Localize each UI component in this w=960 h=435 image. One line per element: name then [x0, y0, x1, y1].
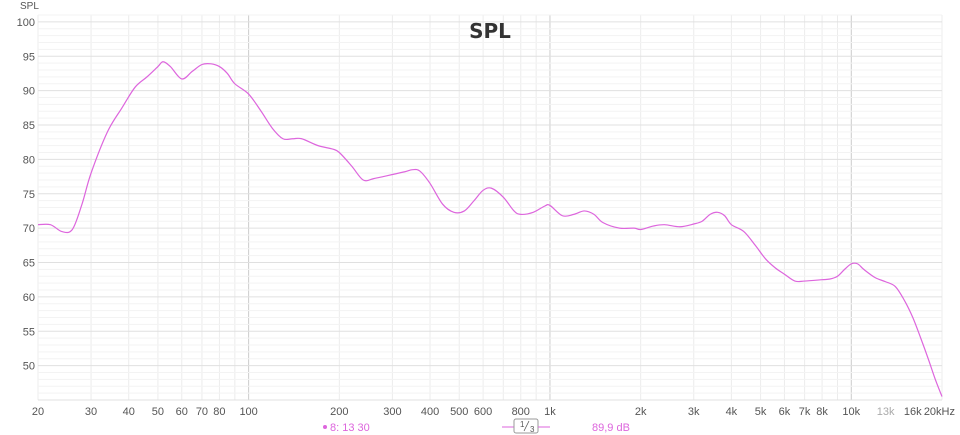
y-tick-label: 100: [17, 17, 35, 29]
x-tick-label: 3k: [688, 406, 700, 418]
y-tick-label: 85: [23, 120, 35, 132]
y-tick-label: 70: [23, 223, 35, 235]
x-tick-label: 10k: [842, 406, 860, 418]
x-tick-label: 800: [512, 406, 530, 418]
x-tick-label: 30: [85, 406, 97, 418]
x-tick-label: 16k: [904, 406, 922, 418]
grid-lines: [37, 14, 943, 401]
y-tick-label: 80: [23, 154, 35, 166]
x-tick-label: 8k: [816, 406, 828, 418]
x-tick-label: 200: [330, 406, 348, 418]
y-tick-label: 75: [23, 189, 35, 201]
x-tick-labels: 20 30 40 50 60 70 80 100 200 300 400 500 600 800 1k 2k 3…: [32, 406, 955, 418]
y-tick-label: 55: [23, 326, 35, 338]
x-tick-label: 4k: [726, 406, 738, 418]
x-tick-label: 100: [239, 406, 257, 418]
x-tick-label: 5k: [755, 406, 767, 418]
x-tick-label: 500: [450, 406, 468, 418]
x-tick-label: 20kHz: [924, 406, 955, 418]
x-tick-label: 1k: [544, 406, 556, 418]
x-tick-label: 40: [123, 406, 135, 418]
x-tick-label: 400: [421, 406, 439, 418]
y-tick-label: 65: [23, 258, 35, 270]
x-tick-label: 13k: [877, 406, 895, 418]
smoothing-control[interactable]: 1 3: [502, 418, 550, 434]
y-tick-labels: 100 95 90 85 80 75 70 65 60 55 50: [17, 17, 35, 373]
legend: 8: 13 30 1 3 89,9 dB: [323, 418, 630, 434]
fraction-slash-icon: [523, 420, 530, 432]
y-tick-label: 95: [23, 51, 35, 63]
spl-series-line: [37, 61, 943, 397]
x-tick-label: 2k: [635, 406, 647, 418]
x-tick-label: 60: [176, 406, 188, 418]
x-tick-label: 80: [213, 406, 225, 418]
x-tick-label: 70: [196, 406, 208, 418]
y-tick-label: 90: [23, 86, 35, 98]
smoothing-numerator: 1: [520, 420, 525, 429]
x-tick-label: 50: [152, 406, 164, 418]
y-tick-label: 60: [23, 292, 35, 304]
legend-dot-icon: [323, 425, 327, 429]
legend-curve-label: 8: 13 30: [330, 422, 370, 434]
x-tick-label: 300: [383, 406, 401, 418]
smoothing-box[interactable]: [513, 418, 539, 434]
y-axis-label: SPL: [20, 1, 39, 12]
smoothing-denominator: 3: [530, 425, 535, 434]
series-group: [37, 61, 943, 397]
y-tick-label: 50: [23, 361, 35, 373]
x-tick-label: 7k: [799, 406, 811, 418]
chart-title: SPL: [469, 19, 511, 43]
x-tick-label: 600: [474, 406, 492, 418]
x-tick-label: 20: [32, 406, 44, 418]
x-tick-label: 6k: [779, 406, 791, 418]
legend-reading: 89,9 dB: [592, 422, 630, 434]
